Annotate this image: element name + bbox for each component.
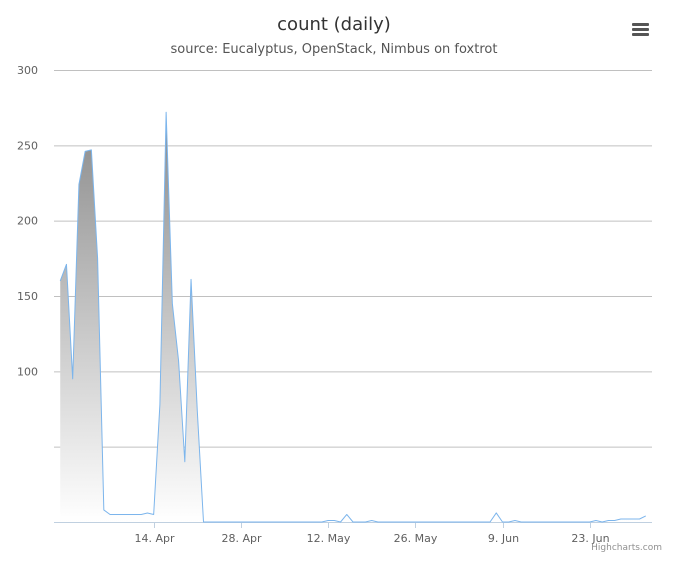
x-tick-label: 9. Jun (488, 532, 519, 545)
series-area-fill (60, 112, 646, 522)
chart-menu-button[interactable] (628, 18, 652, 40)
series-line[interactable] (59, 111, 646, 523)
chart-subtitle: source: Eucalyptus, OpenStack, Nimbus on… (170, 42, 498, 57)
y-tick-label: 150 (17, 290, 38, 303)
y-tick-label: 250 (17, 139, 38, 152)
x-tick-label: 14. Apr (134, 532, 174, 545)
x-tick-label: 26. May (394, 532, 438, 545)
x-axis: 14. Apr 28. Apr 12. May 26. May 9. Jun 23. Ju… (54, 522, 652, 545)
x-tick-label: 12. May (307, 532, 351, 545)
grid-lines (54, 70, 652, 448)
y-tick-label: 300 (17, 64, 38, 77)
credits-link[interactable]: Highcharts.com (591, 543, 662, 553)
series-area (59, 111, 646, 523)
x-tick-label: 28. Apr (221, 532, 261, 545)
x-tick-label: 23. Jun (571, 532, 609, 545)
chart-title: count (daily) (277, 14, 391, 35)
y-axis-labels: 100 150 200 250 300 (17, 64, 38, 378)
y-tick-label: 200 (17, 215, 38, 228)
y-tick-label: 100 (17, 365, 38, 378)
